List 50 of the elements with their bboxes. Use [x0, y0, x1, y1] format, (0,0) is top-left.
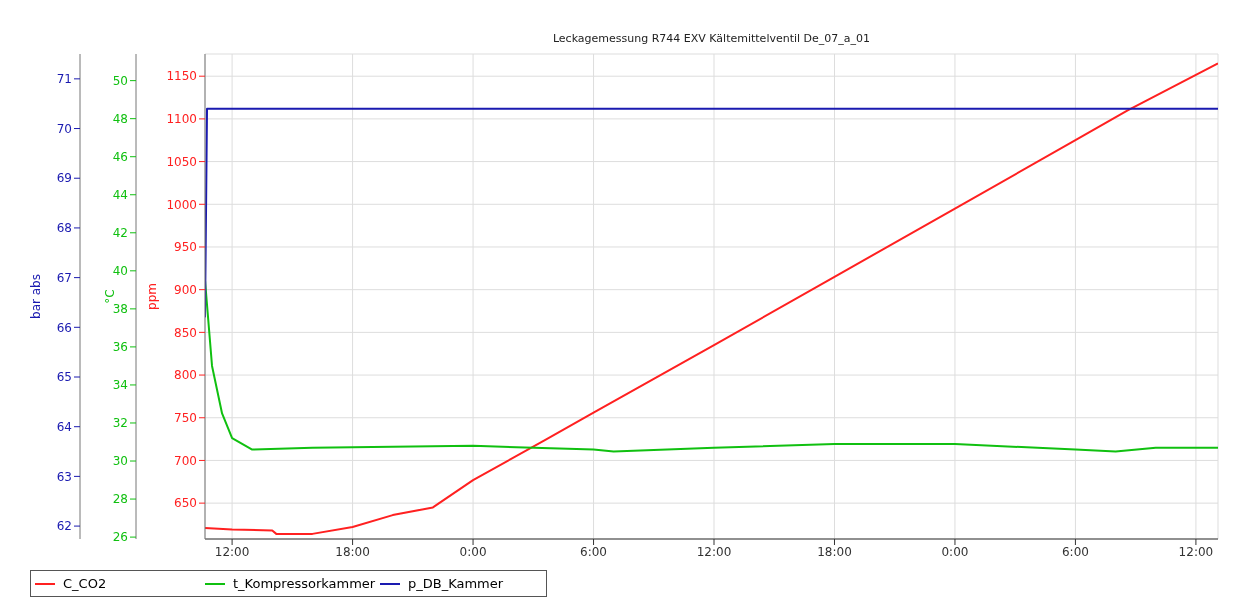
y2-tick-label: 66 [56, 320, 72, 335]
y-tick-label: 750 [174, 411, 197, 426]
y3-tick-label: 36 [112, 340, 128, 355]
legend-label: p_DB_Kammer [408, 576, 504, 591]
x-tick-label: 6:00 [580, 544, 608, 559]
y-tick-label: 950 [174, 240, 197, 255]
y-tick-label: 1100 [166, 112, 197, 127]
y3-tick-label: 38 [112, 302, 128, 317]
y2-tick-label: 71 [56, 72, 72, 87]
x-tick-label: 12:00 [696, 544, 732, 559]
x-tick-label: 18:00 [817, 544, 852, 559]
y3-tick-label: 28 [112, 492, 128, 507]
y3-tick-label: 44 [112, 188, 128, 203]
y2-tick-label: 68 [56, 221, 72, 236]
y-axis-title: ppm [145, 283, 160, 310]
y3-tick-label: 30 [112, 454, 128, 469]
y2-tick-label: 64 [56, 419, 72, 434]
y-tick-label: 900 [174, 282, 197, 297]
y3-tick-label: 40 [112, 264, 128, 279]
y3-tick-label: 48 [112, 111, 128, 126]
y2-tick-label: 63 [56, 469, 72, 484]
y2-tick-label: 65 [56, 370, 72, 385]
x-tick-label: 0:00 [459, 544, 487, 559]
y2-tick-label: 70 [56, 121, 72, 136]
x-tick-label: 6:00 [1061, 544, 1089, 559]
legend-label: t_Kompressorkammer [233, 576, 376, 591]
legend-label: C_CO2 [63, 576, 107, 591]
y2-tick-label: 69 [56, 171, 72, 186]
y-tick-label: 1000 [166, 197, 197, 212]
x-tick-label: 0:00 [941, 544, 969, 559]
y2-tick-label: 67 [56, 270, 72, 285]
x-tick-label: 12:00 [1178, 544, 1214, 559]
y-tick-label: 800 [174, 368, 197, 383]
y-tick-label: 1050 [166, 154, 197, 169]
y3-tick-label: 26 [112, 530, 128, 545]
y2-tick-label: 62 [56, 519, 72, 534]
y3-tick-label: 42 [112, 226, 128, 241]
y-tick-label: 1150 [166, 69, 197, 84]
y2-axis-title: bar abs [29, 274, 44, 319]
y3-tick-label: 50 [112, 73, 128, 88]
y3-axis-title: °C [103, 289, 118, 304]
chart-title: Leckagemessung R744 EXV Kältemittelventil De_07_a_01 [551, 32, 872, 45]
x-tick-label: 18:00 [335, 544, 370, 559]
x-tick-label: 12:00 [214, 544, 250, 559]
y-tick-label: 700 [174, 453, 197, 468]
y-tick-label: 850 [174, 325, 197, 340]
y3-tick-label: 46 [112, 149, 128, 164]
y3-tick-label: 34 [112, 378, 128, 393]
y3-tick-label: 32 [112, 416, 128, 431]
y-tick-label: 650 [174, 496, 197, 511]
